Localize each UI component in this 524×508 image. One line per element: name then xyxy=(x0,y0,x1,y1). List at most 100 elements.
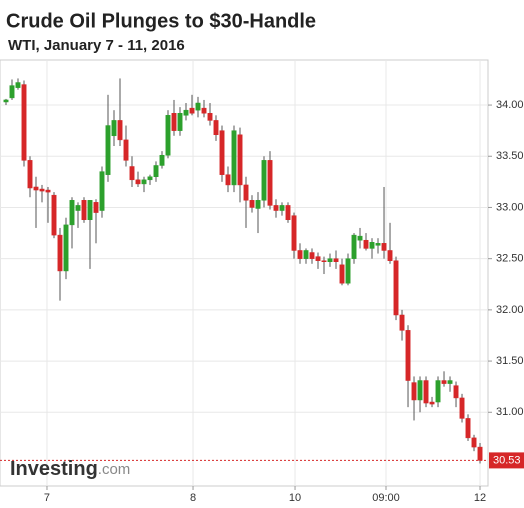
candle-body xyxy=(453,385,459,399)
candle-body xyxy=(51,194,57,236)
candle-body xyxy=(171,113,177,131)
candle-body xyxy=(219,130,225,175)
candle-body xyxy=(471,437,477,448)
last-price-label: 30.53 xyxy=(493,454,521,466)
candle-body xyxy=(297,250,303,259)
candle-body xyxy=(9,85,15,99)
candle-body xyxy=(57,234,63,272)
candle-body xyxy=(375,243,381,246)
candle-body xyxy=(477,446,483,461)
candle-body xyxy=(351,234,357,259)
last-price-box xyxy=(489,452,524,469)
y-tick-label: 34.00 xyxy=(496,99,524,111)
candle-body xyxy=(285,205,291,221)
candle-body xyxy=(381,243,387,251)
candle-body xyxy=(339,264,345,284)
candle-body xyxy=(93,202,99,213)
logo-brand: Investing xyxy=(10,458,98,480)
candle-body xyxy=(279,205,285,211)
y-tick-label: 31.00 xyxy=(496,406,524,418)
candle-body xyxy=(357,235,363,241)
x-tick-label: 09:00 xyxy=(372,492,400,504)
candle-body xyxy=(303,250,309,259)
candle-body xyxy=(237,134,243,186)
candle-body xyxy=(333,258,339,262)
candle-body xyxy=(315,256,321,261)
logo-domain: .com xyxy=(98,461,131,478)
x-tick-label: 8 xyxy=(190,492,196,504)
candle-body xyxy=(447,380,453,384)
candle-body xyxy=(117,120,123,141)
y-tick-label: 33.00 xyxy=(496,201,524,213)
candle-body xyxy=(249,200,255,208)
candle-body xyxy=(27,160,33,189)
chart-title: Crude Oil Plunges to $30-Handle xyxy=(6,10,316,32)
candle-body xyxy=(231,130,237,186)
candle-body xyxy=(435,380,441,403)
x-tick-label: 12 xyxy=(474,492,486,504)
candle-body xyxy=(345,258,351,284)
candle-body xyxy=(399,314,405,331)
candle-body xyxy=(63,224,69,272)
candle-body xyxy=(189,107,195,114)
candle-body xyxy=(195,102,201,111)
candle-body xyxy=(87,200,93,221)
logo: Investing.com xyxy=(10,458,130,480)
x-tick-label: 7 xyxy=(44,492,50,504)
y-tick-label: 32.50 xyxy=(496,253,524,265)
candle-body xyxy=(423,380,429,404)
candle-body xyxy=(465,418,471,439)
candle-body xyxy=(327,258,333,262)
candle-body xyxy=(153,165,159,177)
candle-body xyxy=(309,252,315,259)
candle-body xyxy=(3,99,9,103)
chart-subtitle: WTI, January 7 - 11, 2016 xyxy=(8,37,185,54)
candle-body xyxy=(417,380,423,401)
candle-body xyxy=(81,200,87,221)
candle-body xyxy=(129,166,135,181)
candle-body xyxy=(33,186,39,191)
plot-frame xyxy=(0,59,489,487)
candle-body xyxy=(105,125,111,175)
candle-body xyxy=(273,205,279,211)
candle-body xyxy=(123,139,129,161)
candle-body xyxy=(393,260,399,316)
y-tick-label: 32.00 xyxy=(496,304,524,316)
candle-body xyxy=(321,260,327,262)
candle-body xyxy=(207,113,213,121)
candle-body xyxy=(15,82,21,88)
candle-body xyxy=(111,120,117,137)
candle-body xyxy=(369,242,375,249)
candle-body xyxy=(69,200,75,226)
candle-body xyxy=(387,250,393,261)
candle-body xyxy=(141,179,147,185)
candle-body xyxy=(177,113,183,131)
candle-body xyxy=(213,120,219,136)
candle-body xyxy=(459,397,465,419)
candle-body xyxy=(267,160,273,206)
candle-body xyxy=(201,107,207,114)
x-tick-label: 10 xyxy=(289,492,301,504)
candle-body xyxy=(243,184,249,201)
candle-body xyxy=(21,84,27,161)
candle-body xyxy=(39,188,45,192)
candle-body xyxy=(147,176,153,181)
candle-body xyxy=(291,215,297,251)
candle-body xyxy=(99,171,105,211)
candle-body xyxy=(405,330,411,381)
candle-body xyxy=(165,115,171,156)
y-tick-label: 33.50 xyxy=(496,150,524,162)
candle-body xyxy=(429,401,435,405)
candle-body xyxy=(183,109,189,116)
candle-body xyxy=(75,205,81,211)
candle-body xyxy=(441,380,447,384)
candle-body xyxy=(255,200,261,209)
candle-body xyxy=(135,179,141,185)
candle-body xyxy=(45,189,51,193)
candle-body xyxy=(363,239,369,249)
candle-body xyxy=(261,160,267,201)
candle-body xyxy=(411,382,417,401)
y-tick-label: 31.50 xyxy=(496,355,524,367)
candle-body xyxy=(225,174,231,186)
